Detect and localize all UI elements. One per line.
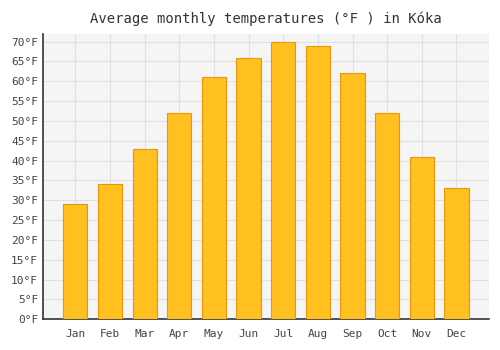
Bar <box>271 42 295 319</box>
Bar <box>132 149 157 319</box>
Bar <box>202 77 226 319</box>
Title: Average monthly temperatures (°F ) in Kóka: Average monthly temperatures (°F ) in Kó… <box>90 11 442 26</box>
Bar <box>444 188 468 319</box>
Bar <box>340 74 364 319</box>
Bar <box>98 184 122 319</box>
Bar <box>306 46 330 319</box>
Bar <box>167 113 192 319</box>
Bar <box>410 156 434 319</box>
Bar <box>63 204 88 319</box>
Bar <box>375 113 400 319</box>
Bar <box>236 57 260 319</box>
